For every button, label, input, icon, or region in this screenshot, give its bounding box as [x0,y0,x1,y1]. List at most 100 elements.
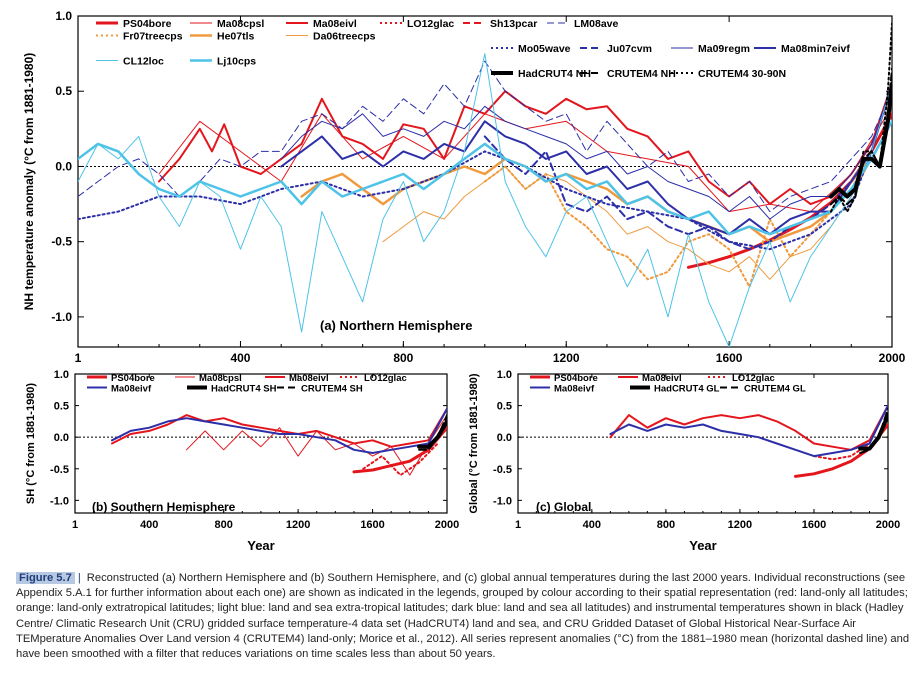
series-line-fr07treecps [483,150,873,288]
x-tick-label: 1600 [360,519,384,531]
legend-label-cl12loc: CL12loc [123,56,164,68]
y-tick-label: -0.5 [493,464,512,476]
series-line-crutem4-nh [829,67,892,206]
y-tick-label: -1.0 [50,495,69,507]
y-tick-label: -1.0 [51,310,72,324]
series-line-ma08eivl [111,407,447,448]
x-tick-label: 1200 [728,519,752,531]
y-tick-label: 0.5 [54,401,69,413]
legend-label-lm08ave: LM08ave [574,18,619,30]
legend-label-lj10cps: Lj10cps [217,56,256,68]
series-line-lo12glac [813,442,871,461]
legend-label-ps04bore: PS04bore [554,373,598,384]
legend-label-ma08cpsl: Ma08cpsl [199,373,242,384]
legend-label-sh13pcar: Sh13pcar [490,18,537,30]
series-line-ma09regm [280,90,892,220]
x-tick-label: 2000 [435,519,459,531]
x-tick-label: 1200 [553,351,580,365]
series-line-crutem4-gl [859,407,888,454]
legend-label-ju07cvm: Ju07cvm [607,43,652,55]
legend-label-ma08cpsl: Ma08cpsl [217,18,264,30]
legend-label-ma09regm: Ma09regm [698,43,750,55]
x-tick-label: 800 [215,519,233,531]
x-tick-label: 400 [583,519,601,531]
x-tick-label: 1600 [802,519,826,531]
series-line-crutem4-sh [418,414,447,451]
legend-label-ma08eivl: Ma08eivl [289,373,329,384]
panel--a-northern-hemisphere: -1.0 -0.5 0.0 0.5 1.0 1 400 800 1200 1600 2000 PS04… [22,9,906,365]
legend-label-crutem4-gl: CRUTEM4 GL [744,384,806,395]
panel-label: (a) Northern Hemisphere [320,318,472,333]
y-tick-label: -0.5 [51,235,72,249]
x-tick-label: 1 [515,519,521,531]
figure-5-7: -1.0 -0.5 0.0 0.5 1.0 1 400 800 1200 1600 2000 PS04… [22,9,906,553]
legend-label-crutem4-30-90n: CRUTEM4 30-90N [698,68,786,80]
x-axis-label: Year [689,538,716,553]
panel--c-global: -1.0 -0.5 0.0 0.5 1.0 1 400 800 1200 1600 2000 PS04… [468,369,900,553]
x-tick-label: 800 [657,519,675,531]
y-axis-label: NH temperature anomaly (°C from 1881-198… [22,53,36,311]
legend-label-crutem4-sh: CRUTEM4 SH [301,384,363,395]
y-tick-label: 0.5 [497,401,512,413]
series-group [78,22,892,347]
y-tick-label: 1.0 [55,9,72,23]
figure-caption: Figure 5.7 | Reconstructed (a) Northern He… [16,571,914,662]
legend-label-fr07treecps: Fr07treecps [123,31,183,43]
series-line-ma08eivf [609,404,888,458]
y-tick-label: 1.0 [54,369,69,381]
series-line-ps04bore [686,112,892,269]
series-line-lo12glac [362,442,439,477]
legend-label-da06treecps: Da06treecps [313,31,376,43]
legend-label-hadcrut4-nh: HadCRUT4 NH [518,68,591,80]
y-axis-label: Global (°C from 1881-1980) [468,373,480,513]
x-tick-label: 2000 [879,351,906,365]
legend-label-lo12glac: LO12glac [364,373,407,384]
x-tick-label: 2000 [876,519,900,531]
series-group [111,407,447,477]
panel-label: (b) Southern Hemisphere [92,500,236,514]
legend-label-he07tls: He07tls [217,31,255,43]
y-tick-label: 0.0 [497,432,512,444]
series-line-cl12loc [78,53,892,347]
x-tick-label: 400 [230,351,250,365]
y-tick-label: -1.0 [493,495,512,507]
x-tick-label: 400 [140,519,158,531]
legend-label-ma08eivf: Ma08eivf [554,384,595,395]
legend-label-lo12glac: LO12glac [407,18,454,30]
x-tick-label: 1600 [716,351,743,365]
legend-label-crutem4-nh: CRUTEM4 NH [607,68,676,80]
series-group [609,404,888,478]
panel--b-southern-hemisphere: -1.0 -0.5 0.0 0.5 1.0 1 400 800 1200 1600 2000 PS04… [25,369,459,553]
y-tick-label: 0.0 [55,159,72,173]
legend-label-ma08eivl: Ma08eivl [642,373,682,384]
caption-text: Reconstructed (a) Northern Hemisphere an… [16,572,910,661]
legend-label-ma08eivl: Ma08eivl [313,18,357,30]
series-line-ma08min7eivf [280,82,892,236]
y-tick-label: 0.0 [54,432,69,444]
legend-label-hadcrut4-gl: HadCRUT4 GL [654,384,720,395]
legend-label-ma08eivf: Ma08eivf [111,384,152,395]
legend-label-ma08min7eivf: Ma08min7eivf [781,43,850,55]
y-tick-label: 0.5 [55,84,72,98]
plot-frame [517,373,889,514]
legend-label-lo12glac: LO12glac [732,373,775,384]
legend-label-mo05wave: Mo05wave [518,43,571,55]
x-tick-label: 800 [393,351,413,365]
x-axis-label: Year [247,538,274,553]
series-line-lm08ave [78,60,892,213]
figure-label: Figure 5.7 [16,572,75,584]
x-tick-label: 1200 [286,519,310,531]
legend-label-ps04bore: PS04bore [111,373,155,384]
series-line-crutem4-30-90n [829,22,892,213]
x-tick-label: 1 [75,351,82,365]
y-axis-label: SH (°C from 1881-1980) [25,383,37,505]
figure-separator: | [77,572,81,584]
legend-label-hadcrut4-sh: HadCRUT4 SH [211,384,277,395]
legend-label-ps04bore: PS04bore [123,18,172,30]
series-line-ma08eivf [111,407,447,454]
y-tick-label: -0.5 [50,464,69,476]
plot-frame [74,373,448,514]
panel-label: (c) Global [536,500,591,514]
x-tick-label: 1 [72,519,78,531]
series-line-ma08eivl [609,404,888,451]
